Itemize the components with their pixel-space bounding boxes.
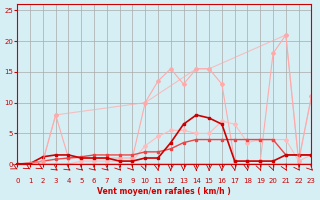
X-axis label: Vent moyen/en rafales ( km/h ): Vent moyen/en rafales ( km/h )	[98, 187, 231, 196]
